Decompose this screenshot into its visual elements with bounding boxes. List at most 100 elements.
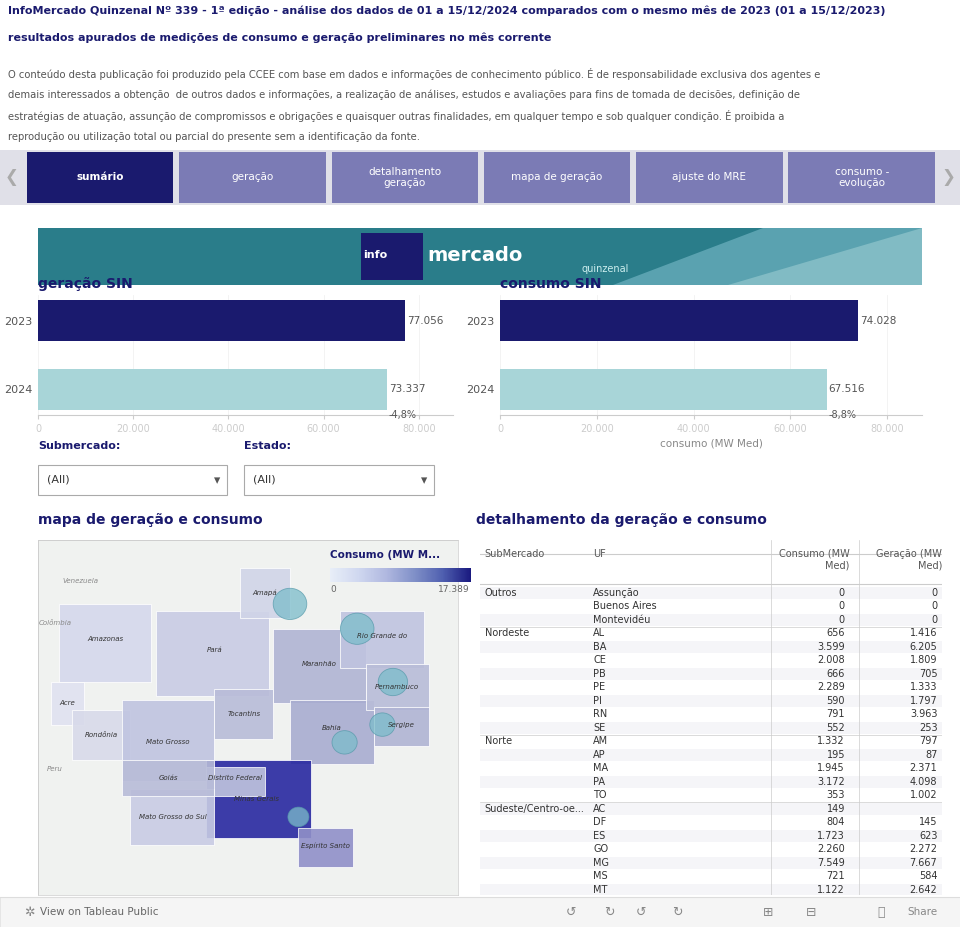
Text: 1.002: 1.002 [910,790,937,800]
Text: Submercado:: Submercado: [38,441,120,451]
Text: geração: geração [231,172,274,183]
Text: resultados apurados de medições de consumo e geração preliminares no mês corrent: resultados apurados de medições de consu… [8,32,551,43]
Text: 1.945: 1.945 [817,763,845,773]
Text: Buenos Aires: Buenos Aires [593,602,657,612]
FancyBboxPatch shape [480,722,942,734]
Polygon shape [274,629,366,704]
Text: Share: Share [907,907,937,917]
Text: SubMercado: SubMercado [485,549,545,559]
FancyBboxPatch shape [480,681,942,693]
Text: Outros: Outros [485,588,517,598]
Text: AP: AP [593,750,606,760]
Text: Colômbia: Colômbia [38,620,71,627]
FancyBboxPatch shape [180,152,325,203]
Text: 0: 0 [931,602,937,612]
Text: 87: 87 [925,750,937,760]
Polygon shape [122,700,214,781]
Text: MA: MA [593,763,609,773]
Text: 6.205: 6.205 [910,641,937,652]
FancyBboxPatch shape [480,844,942,856]
Text: Minas Gerais: Minas Gerais [234,796,279,802]
Text: 0: 0 [931,615,937,625]
FancyBboxPatch shape [0,897,960,927]
Ellipse shape [378,668,408,695]
Text: MG: MG [593,857,610,868]
Text: Mato Grosso do Sul: Mato Grosso do Sul [138,814,206,819]
FancyBboxPatch shape [484,152,631,203]
Text: ↻: ↻ [672,906,682,919]
Text: Sudeste/Centro-oe...: Sudeste/Centro-oe... [485,804,585,814]
FancyBboxPatch shape [361,233,422,281]
FancyBboxPatch shape [0,150,960,205]
Text: Geração (MW
Med): Geração (MW Med) [876,549,942,570]
Ellipse shape [288,807,309,827]
Text: consumo -
evolução: consumo - evolução [834,167,889,188]
FancyBboxPatch shape [38,228,922,285]
Ellipse shape [370,713,395,736]
Text: MS: MS [593,871,608,882]
Text: 584: 584 [919,871,937,882]
Text: mapa de geração e consumo: mapa de geração e consumo [38,513,263,527]
Polygon shape [374,707,428,746]
Text: 1.122: 1.122 [817,884,845,895]
Text: 0: 0 [839,602,845,612]
Text: PI: PI [593,696,602,705]
Polygon shape [299,828,353,867]
Text: Nordeste: Nordeste [485,629,529,639]
Text: ↺: ↺ [636,906,646,919]
Text: detalhamento
geração: detalhamento geração [369,167,442,188]
Text: 2.008: 2.008 [817,655,845,666]
Text: CE: CE [593,655,606,666]
Text: AL: AL [593,629,606,639]
Text: 666: 666 [827,669,845,679]
Text: ❮: ❮ [5,169,18,186]
FancyBboxPatch shape [480,830,942,842]
Ellipse shape [274,589,307,619]
Text: AM: AM [593,736,609,746]
Polygon shape [131,789,214,845]
FancyBboxPatch shape [480,803,942,815]
Text: 77.056: 77.056 [407,316,443,326]
Text: Espírito Santo: Espírito Santo [301,842,350,848]
Polygon shape [341,611,424,667]
Text: 623: 623 [919,831,937,841]
Text: Pernambuco: Pernambuco [375,684,420,691]
FancyBboxPatch shape [480,667,942,679]
FancyBboxPatch shape [480,749,942,761]
Text: UF: UF [593,549,606,559]
Text: Rio Grande do: Rio Grande do [357,633,407,639]
Text: 2.272: 2.272 [909,844,937,854]
Polygon shape [366,665,428,710]
Text: 656: 656 [827,629,845,639]
Text: Peru: Peru [47,766,62,772]
FancyBboxPatch shape [480,735,942,747]
Text: 721: 721 [827,871,845,882]
Text: Mato Grosso: Mato Grosso [147,740,190,745]
Polygon shape [728,228,922,285]
Text: 7.549: 7.549 [817,857,845,868]
Polygon shape [156,611,269,696]
Text: View on Tableau Public: View on Tableau Public [40,907,158,917]
Text: 1.416: 1.416 [910,629,937,639]
Text: 1.797: 1.797 [910,696,937,705]
Text: DF: DF [593,818,607,827]
Text: -8,8%: -8,8% [828,410,856,420]
Bar [500,369,827,410]
Text: quinzenal: quinzenal [582,264,629,274]
Text: sumário: sumário [77,172,124,183]
Text: demais interessados a obtenção  de outros dados e informações, a realização de a: demais interessados a obtenção de outros… [8,89,800,100]
Text: Goiás: Goiás [158,775,178,781]
FancyBboxPatch shape [480,762,942,774]
FancyBboxPatch shape [38,540,458,895]
Text: 804: 804 [827,818,845,827]
Polygon shape [59,603,152,682]
Polygon shape [214,689,274,739]
Text: Amapá: Amapá [252,590,277,596]
FancyBboxPatch shape [480,816,942,829]
Text: mapa de geração: mapa de geração [512,172,603,183]
Text: 3.599: 3.599 [817,641,845,652]
Text: Sergipe: Sergipe [388,721,415,728]
Polygon shape [290,700,374,764]
Text: MT: MT [593,884,608,895]
Text: 0: 0 [330,585,336,594]
